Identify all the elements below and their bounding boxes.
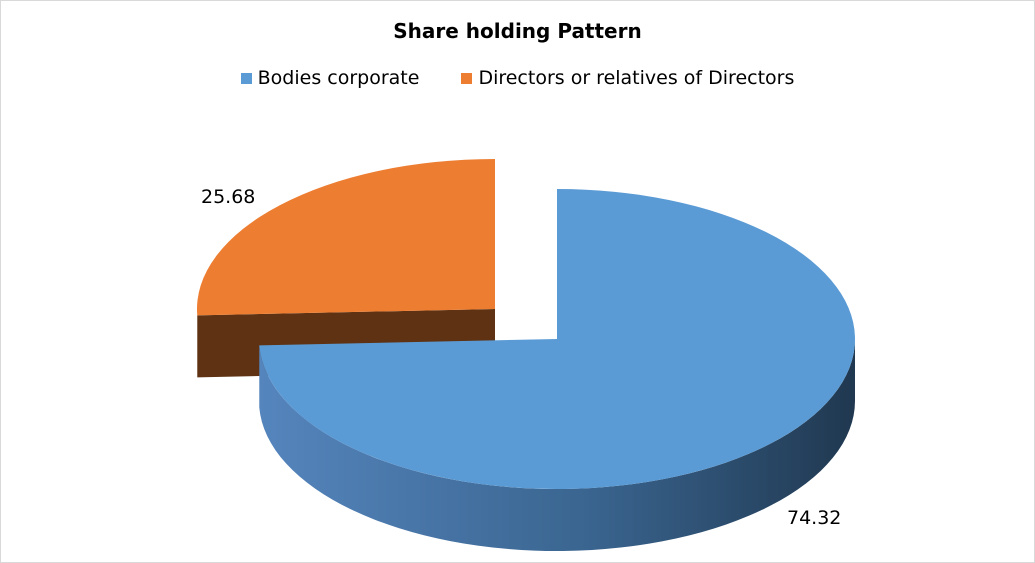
legend-item-bodies-corporate: Bodies corporate xyxy=(240,67,420,89)
data-label-directors: 25.68 xyxy=(201,186,255,208)
chart-title: Share holding Pattern xyxy=(393,19,642,43)
legend-label-directors: Directors or relatives of Directors xyxy=(478,67,795,89)
data-label-bodies-corporate: 74.32 xyxy=(787,507,841,529)
legend-swatch-directors xyxy=(461,72,473,84)
legend-label-bodies-corporate: Bodies corporate xyxy=(257,67,420,89)
pie-slice-bodies-corporate xyxy=(259,189,855,490)
pie-slice-side-bodies-corporate xyxy=(259,339,855,551)
legend-swatch-bodies-corporate xyxy=(240,72,252,84)
pie-slice-directors xyxy=(197,159,495,316)
legend-item-directors: Directors or relatives of Directors xyxy=(461,67,794,89)
chart-legend: Bodies corporate Directors or relatives … xyxy=(1,67,1034,89)
